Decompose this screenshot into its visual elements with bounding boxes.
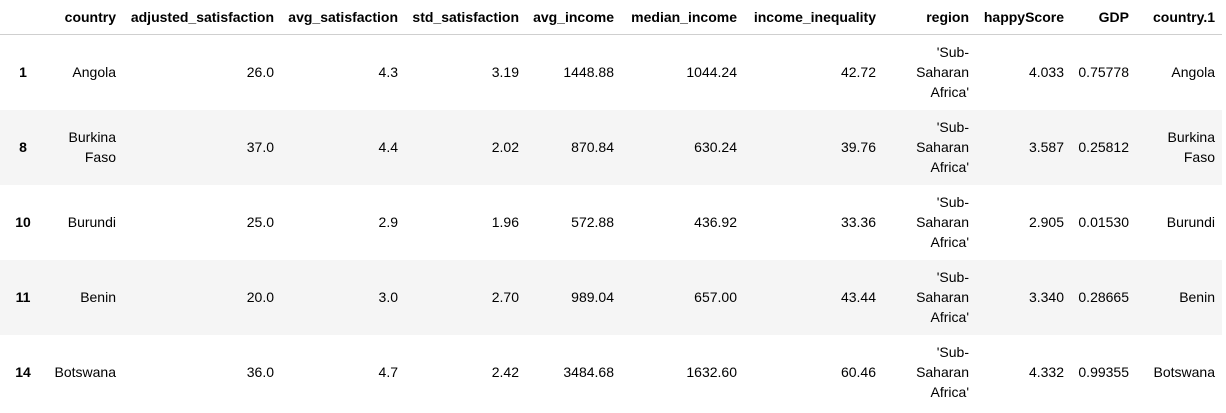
cell-income-inequality: 43.44 (840, 289, 876, 305)
cell-avg-income: 989.04 (571, 289, 614, 305)
cell-avg-satisfaction: 2.9 (378, 214, 398, 230)
row-index: 1 (19, 64, 27, 81)
cell-avg-income: 870.84 (571, 139, 614, 155)
cell-happyscore: 2.905 (1028, 214, 1064, 230)
cell-adjusted-satisfaction: 20.0 (246, 289, 274, 305)
table-row: 8 Burkina Faso 37.0 4.4 2.02 870.84 630.… (0, 109, 1222, 185)
cell-gdp: 0.75778 (1078, 64, 1129, 81)
column-header-avg-satisfaction: avg_satisfaction (281, 0, 405, 35)
cell-happyscore: 3.587 (1028, 139, 1064, 155)
cell-median-income: 1044.24 (686, 64, 737, 81)
cell-country: Benin (80, 289, 116, 305)
cell-gdp: 0.25812 (1078, 139, 1129, 155)
row-index: 11 (15, 289, 31, 305)
cell-adjusted-satisfaction: 37.0 (246, 139, 274, 155)
cell-income-inequality: 60.46 (840, 364, 876, 380)
cell-gdp: 0.28665 (1078, 289, 1129, 305)
row-index: 14 (15, 364, 31, 380)
table-row: 1 Angola 26.0 4.3 3.19 1448.88 1044.24 4… (0, 35, 1222, 110)
column-header-avg-income: avg_income (526, 0, 621, 35)
cell-income-inequality: 33.36 (840, 214, 876, 230)
column-header-country: country (46, 0, 123, 35)
cell-country: Burkina Faso (68, 129, 116, 165)
column-header-country-1: country.1 (1136, 0, 1222, 35)
cell-country: Botswana (54, 364, 116, 380)
cell-avg-satisfaction: 4.3 (378, 64, 398, 81)
cell-adjusted-satisfaction: 26.0 (246, 64, 274, 81)
cell-avg-satisfaction: 3.0 (378, 289, 398, 305)
cell-avg-satisfaction: 4.4 (378, 139, 398, 155)
cell-gdp: 0.99355 (1078, 364, 1129, 380)
cell-avg-income: 1448.88 (563, 64, 614, 81)
table-row: 14 Botswana 36.0 4.7 2.42 3484.68 1632.6… (0, 335, 1222, 410)
cell-region: 'Sub-Saharan Africa' (916, 194, 969, 250)
column-header-adjusted-satisfaction: adjusted_satisfaction (123, 0, 281, 35)
cell-adjusted-satisfaction: 36.0 (246, 364, 274, 380)
cell-region: 'Sub-Saharan Africa' (916, 269, 969, 325)
cell-country: Burundi (67, 214, 116, 230)
row-index: 10 (15, 214, 31, 230)
cell-std-satisfaction: 2.42 (491, 364, 519, 380)
cell-region: 'Sub-Saharan Africa' (916, 44, 969, 101)
cell-median-income: 436.92 (694, 214, 737, 230)
row-index: 8 (19, 139, 27, 155)
cell-country: Angola (72, 64, 116, 81)
cell-adjusted-satisfaction: 25.0 (246, 214, 274, 230)
cell-region: 'Sub-Saharan Africa' (916, 119, 969, 175)
cell-happyscore: 4.033 (1028, 64, 1064, 81)
table-body: 1 Angola 26.0 4.3 3.19 1448.88 1044.24 4… (0, 35, 1222, 410)
cell-std-satisfaction: 2.02 (491, 139, 519, 155)
cell-std-satisfaction: 1.96 (491, 214, 519, 230)
cell-avg-income: 3484.68 (563, 364, 614, 380)
cell-happyscore: 4.332 (1028, 364, 1064, 380)
cell-median-income: 630.24 (694, 139, 737, 155)
cell-gdp: 0.01530 (1078, 214, 1129, 230)
cell-median-income: 1632.60 (686, 364, 737, 380)
column-header-std-satisfaction: std_satisfaction (405, 0, 526, 35)
cell-happyscore: 3.340 (1028, 289, 1064, 305)
cell-country-1: Burundi (1166, 214, 1215, 230)
cell-country-1: Botswana (1153, 364, 1215, 380)
cell-income-inequality: 42.72 (840, 64, 876, 81)
cell-std-satisfaction: 3.19 (491, 64, 519, 81)
cell-avg-income: 572.88 (571, 214, 614, 230)
column-header-gdp: GDP (1071, 0, 1136, 35)
table-row: 11 Benin 20.0 3.0 2.70 989.04 657.00 43.… (0, 259, 1222, 335)
table-header: country adjusted_satisfaction avg_satisf… (0, 0, 1222, 35)
column-header-median-income: median_income (621, 0, 744, 35)
cell-country-1: Angola (1171, 64, 1215, 81)
table-row: 10 Burundi 25.0 2.9 1.96 572.88 436.92 3… (0, 185, 1222, 260)
cell-region: 'Sub-Saharan Africa' (916, 344, 969, 400)
header-row: country adjusted_satisfaction avg_satisf… (0, 0, 1222, 35)
cell-median-income: 657.00 (694, 289, 737, 305)
column-header-income-inequality: income_inequality (744, 0, 883, 35)
cell-income-inequality: 39.76 (840, 139, 876, 155)
cell-avg-satisfaction: 4.7 (378, 364, 398, 380)
cell-std-satisfaction: 2.70 (491, 289, 519, 305)
cell-country-1: Benin (1179, 289, 1215, 305)
column-header-region: region (883, 0, 976, 35)
cell-country-1: Burkina Faso (1167, 129, 1215, 165)
column-header-happyscore: happyScore (976, 0, 1071, 35)
index-header (0, 0, 46, 35)
